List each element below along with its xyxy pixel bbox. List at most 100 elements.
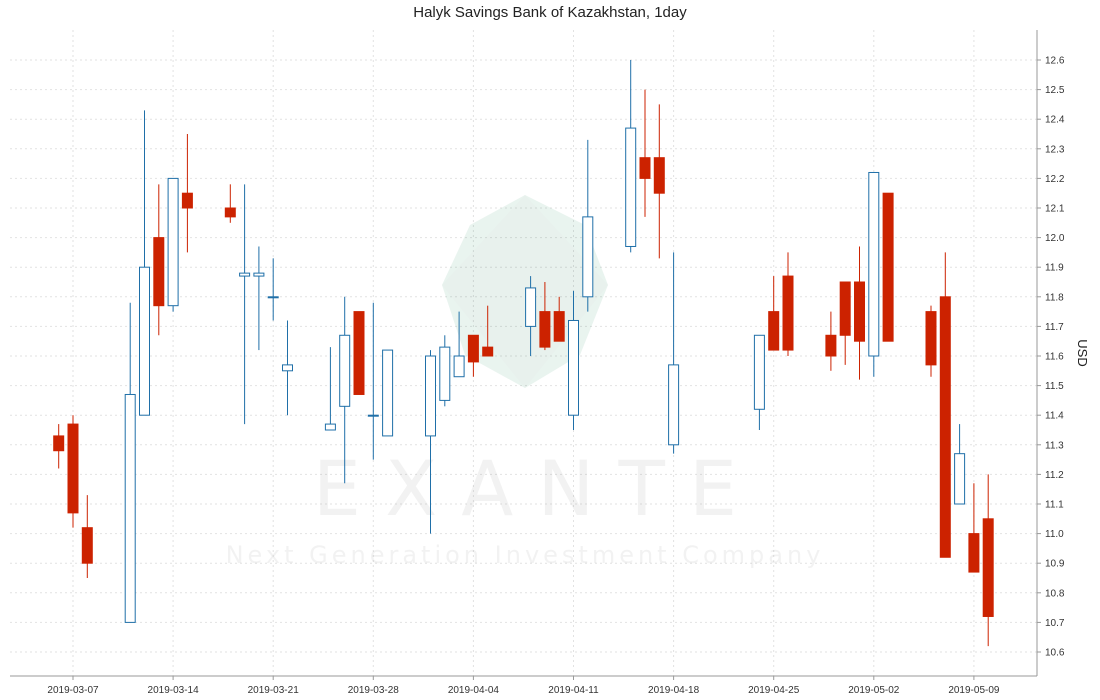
candle-body bbox=[167, 177, 179, 307]
candle-body bbox=[181, 192, 193, 209]
candle-body bbox=[539, 311, 551, 348]
candle-up bbox=[139, 110, 150, 416]
candle-down bbox=[839, 281, 851, 365]
candle-up bbox=[453, 311, 465, 378]
candle-body bbox=[939, 296, 951, 558]
candle-body bbox=[482, 346, 494, 357]
axes bbox=[10, 30, 1038, 677]
candle-body bbox=[582, 216, 594, 298]
y-tick-label: 11.9 bbox=[1045, 263, 1064, 274]
x-tick-label: 2019-03-28 bbox=[348, 685, 400, 696]
x-axis-ticks: 2019-03-07 2019-03-14 2019-03-21 2019-03-28… bbox=[47, 676, 1000, 696]
x-tick-label: 2019-04-25 bbox=[748, 685, 800, 696]
candle-body bbox=[882, 192, 894, 342]
y-tick-label: 11.4 bbox=[1045, 411, 1064, 422]
candle-body bbox=[768, 311, 780, 351]
y-tick-label: 10.9 bbox=[1045, 559, 1065, 570]
candle-up bbox=[239, 184, 251, 425]
y-tick-label: 11.0 bbox=[1045, 529, 1064, 540]
candle-up bbox=[582, 139, 594, 312]
x-tick-label: 2019-03-14 bbox=[148, 685, 200, 696]
x-tick-label: 2019-05-09 bbox=[948, 685, 1000, 696]
candle-down bbox=[982, 474, 994, 647]
candle-body bbox=[568, 319, 579, 416]
candle-down bbox=[539, 282, 551, 351]
y-tick-label: 12.0 bbox=[1045, 233, 1065, 244]
candle-down bbox=[925, 305, 937, 377]
y-axis-ticks: 10.6 10.7 10.8 10.9 11.0 11.1 11.2 11.3 11.4 11.5… bbox=[1037, 56, 1065, 659]
candle-body bbox=[639, 157, 651, 179]
candle-down bbox=[825, 311, 837, 371]
candle-down bbox=[968, 483, 980, 573]
x-tick-label: 2019-03-07 bbox=[47, 685, 99, 696]
grid-lines bbox=[10, 30, 1037, 676]
candle-body bbox=[854, 281, 865, 342]
candle-body bbox=[282, 364, 293, 372]
watermark-logo-icon bbox=[442, 195, 608, 388]
y-tick-label: 11.5 bbox=[1045, 381, 1064, 392]
candle-down bbox=[53, 424, 65, 469]
candle-body bbox=[625, 127, 637, 247]
candle-down bbox=[181, 134, 193, 253]
y-tick-label: 11.2 bbox=[1045, 470, 1064, 481]
candle-body bbox=[367, 414, 379, 417]
watermark-tagline: Next Generation Investment Company bbox=[226, 541, 825, 569]
candle-up bbox=[753, 334, 765, 430]
candle-up bbox=[367, 302, 379, 460]
candle-up bbox=[267, 258, 279, 321]
candle-body bbox=[653, 157, 665, 194]
y-axis-label: USD bbox=[1075, 339, 1090, 366]
candle-up bbox=[324, 347, 336, 431]
candle-up bbox=[167, 177, 179, 312]
candle-down bbox=[639, 89, 651, 217]
candle-down bbox=[653, 104, 665, 259]
y-tick-label: 11.3 bbox=[1045, 440, 1064, 451]
watermark-logo-facet bbox=[442, 195, 608, 388]
candle-up bbox=[625, 60, 637, 253]
candle-up bbox=[124, 302, 136, 623]
candle-body bbox=[868, 171, 880, 357]
candle-up bbox=[525, 276, 537, 356]
candle-down bbox=[224, 184, 236, 223]
candle-body bbox=[224, 207, 236, 218]
exante-watermark: E X A N T E Next Generation Investment C… bbox=[226, 195, 825, 569]
candle-up bbox=[382, 349, 394, 437]
candle-up bbox=[868, 171, 880, 377]
candle-body bbox=[668, 364, 680, 446]
candle-down bbox=[768, 276, 780, 351]
x-tick-label: 2019-05-02 bbox=[848, 685, 900, 696]
candle-body bbox=[239, 272, 251, 277]
candle-up bbox=[282, 320, 293, 416]
candle-down bbox=[882, 192, 894, 342]
candle-down bbox=[553, 296, 565, 342]
candle-body bbox=[753, 334, 765, 410]
candle-body bbox=[139, 266, 150, 416]
chart-title: Halyk Savings Bank of Kazakhstan, 1day bbox=[413, 4, 687, 21]
candle-body bbox=[339, 334, 351, 407]
candle-down bbox=[81, 495, 93, 578]
candle-body bbox=[467, 334, 479, 363]
candle-body bbox=[53, 435, 65, 452]
y-tick-label: 11.6 bbox=[1045, 352, 1064, 363]
y-tick-label: 12.4 bbox=[1045, 115, 1065, 126]
candle-body bbox=[968, 533, 980, 573]
candle-body bbox=[525, 287, 537, 327]
candle-body bbox=[954, 453, 966, 505]
y-tick-label: 11.7 bbox=[1045, 322, 1064, 333]
y-tick-label: 10.7 bbox=[1045, 618, 1065, 629]
candle-down bbox=[353, 311, 365, 395]
candle-body bbox=[324, 423, 336, 431]
candle-up bbox=[668, 252, 680, 454]
candle-down bbox=[467, 334, 479, 377]
y-tick-label: 11.8 bbox=[1045, 292, 1064, 303]
y-tick-label: 12.3 bbox=[1045, 144, 1065, 155]
y-tick-label: 12.2 bbox=[1045, 174, 1065, 185]
y-tick-label: 11.1 bbox=[1045, 500, 1064, 511]
candle-up bbox=[339, 296, 351, 484]
candle-down bbox=[854, 246, 865, 380]
y-tick-label: 12.6 bbox=[1045, 56, 1065, 67]
candle-body bbox=[382, 349, 394, 437]
candle-body bbox=[353, 311, 365, 395]
candle-body bbox=[925, 311, 937, 366]
